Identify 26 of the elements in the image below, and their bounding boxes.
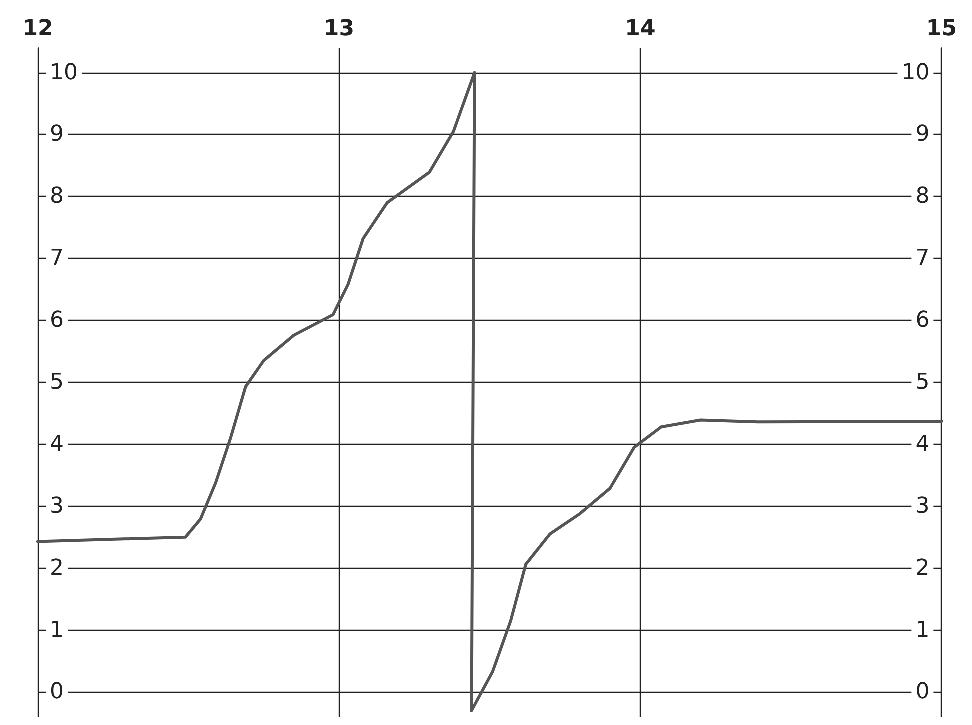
y-tick-label: 6 <box>50 308 64 334</box>
y-tick-label: 1 <box>50 618 64 643</box>
y-tick-label: 2 <box>50 556 64 581</box>
y2-tick-label: 6 <box>916 308 930 334</box>
y2-tick-label: 7 <box>916 246 930 272</box>
y2-tick-label: 8 <box>916 184 930 210</box>
x-tick-label: 13 <box>324 16 355 42</box>
y2-tick-label: 0 <box>916 680 930 705</box>
y2-tick-label: 3 <box>916 494 930 519</box>
y2-tick-label: 9 <box>916 122 930 148</box>
y2-tick-label: 1 <box>916 618 930 643</box>
y-tick-label: 10 <box>50 60 78 86</box>
y-tick-label: 8 <box>50 184 64 210</box>
y-tick-label: 5 <box>50 370 64 395</box>
x-tick-label: 15 <box>926 16 958 42</box>
y-tick-label: 3 <box>50 494 64 519</box>
y2-tick-label: 2 <box>916 556 930 581</box>
x-tick-label: 14 <box>625 16 656 42</box>
y-tick-label: 7 <box>50 246 64 272</box>
y-tick-label: 9 <box>50 122 64 148</box>
y-tick-label: 4 <box>50 432 64 457</box>
y-tick-label: 0 <box>50 680 64 705</box>
y2-tick-label: 4 <box>916 432 930 457</box>
x-tick-label: 12 <box>22 16 54 42</box>
y2-tick-label: 5 <box>916 370 930 395</box>
y2-tick-label: 10 <box>902 60 930 86</box>
